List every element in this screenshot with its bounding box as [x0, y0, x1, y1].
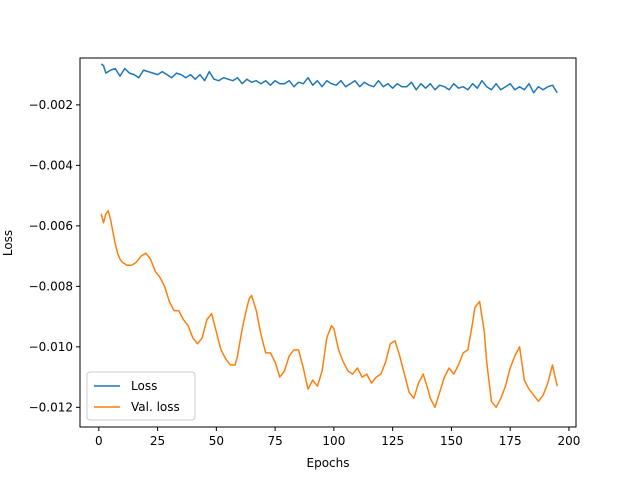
y-tick-label: −0.002 — [29, 98, 73, 112]
y-tick-label: −0.012 — [29, 400, 73, 414]
x-tick-label: 150 — [440, 434, 463, 448]
legend: Loss Val. loss — [86, 371, 196, 421]
x-tick-label: 25 — [150, 434, 165, 448]
y-axis-label: Loss — [1, 230, 15, 256]
x-tick-label: 100 — [322, 434, 345, 448]
x-tick-label: 175 — [499, 434, 522, 448]
series-line-1 — [100, 209, 558, 409]
series-layer — [100, 63, 558, 409]
legend-label-0: Loss — [131, 379, 157, 393]
x-tick-label: 50 — [209, 434, 224, 448]
x-tick-label: 125 — [381, 434, 404, 448]
y-tick-label: −0.004 — [29, 158, 73, 172]
x-tick-label: 0 — [95, 434, 103, 448]
y-tick-label: −0.008 — [29, 279, 73, 293]
x-tick-label: 75 — [267, 434, 282, 448]
legend-box — [86, 371, 196, 421]
x-axis-ticks: 0 25 50 75 100 125 150 175 200 — [95, 427, 580, 448]
y-tick-label: −0.010 — [29, 340, 73, 354]
y-axis-ticks: −0.012 −0.010 −0.008 −0.006 −0.004 −0.002 — [29, 98, 80, 414]
x-tick-label: 200 — [557, 434, 580, 448]
x-axis-label: Epochs — [307, 456, 350, 470]
y-tick-label: −0.006 — [29, 219, 73, 233]
series-line-0 — [100, 63, 558, 94]
legend-label-1: Val. loss — [131, 400, 180, 414]
axes-frame — [79, 57, 577, 428]
